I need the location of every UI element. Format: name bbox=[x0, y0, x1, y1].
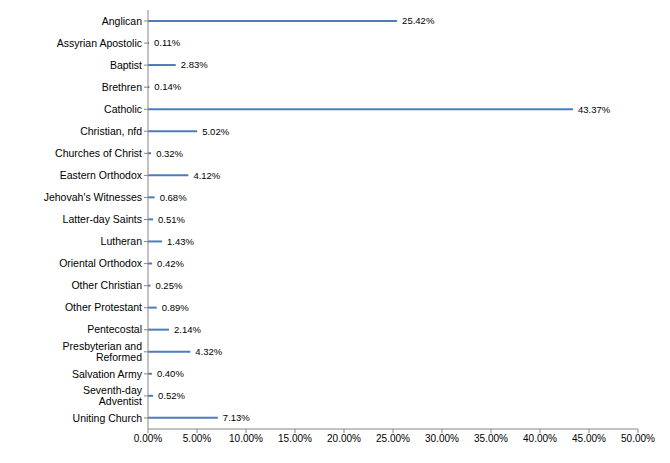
svg-text:40.00%: 40.00% bbox=[523, 433, 557, 444]
svg-text:Anglican: Anglican bbox=[102, 15, 142, 27]
svg-text:0.32%: 0.32% bbox=[156, 148, 183, 159]
svg-text:0.52%: 0.52% bbox=[158, 390, 185, 401]
svg-text:20.00%: 20.00% bbox=[327, 433, 361, 444]
svg-text:Oriental Orthodox: Oriental Orthodox bbox=[59, 257, 143, 269]
svg-text:5.02%: 5.02% bbox=[202, 126, 229, 137]
svg-text:Baptist: Baptist bbox=[110, 59, 142, 71]
svg-text:2.14%: 2.14% bbox=[174, 324, 201, 335]
svg-text:0.14%: 0.14% bbox=[154, 81, 181, 92]
svg-text:0.89%: 0.89% bbox=[162, 302, 189, 313]
svg-text:45.00%: 45.00% bbox=[572, 433, 606, 444]
svg-text:0.68%: 0.68% bbox=[160, 192, 187, 203]
svg-text:Seventh-dayAdventist: Seventh-dayAdventist bbox=[83, 384, 143, 407]
svg-text:7.13%: 7.13% bbox=[223, 412, 250, 423]
svg-text:5.00%: 5.00% bbox=[183, 433, 211, 444]
svg-text:Assyrian Apostolic: Assyrian Apostolic bbox=[57, 37, 142, 49]
svg-text:4.12%: 4.12% bbox=[193, 170, 220, 181]
svg-text:Other Christian: Other Christian bbox=[71, 279, 142, 291]
svg-text:25.42%: 25.42% bbox=[402, 15, 435, 26]
svg-text:30.00%: 30.00% bbox=[425, 433, 459, 444]
svg-text:50.00%: 50.00% bbox=[621, 433, 655, 444]
svg-text:Christian, nfd: Christian, nfd bbox=[80, 125, 142, 137]
svg-text:10.00%: 10.00% bbox=[229, 433, 263, 444]
svg-text:Presbyterian andReformed: Presbyterian andReformed bbox=[63, 340, 143, 363]
svg-text:Jehovah's Witnesses: Jehovah's Witnesses bbox=[44, 191, 142, 203]
svg-text:Brethren: Brethren bbox=[102, 81, 142, 93]
svg-text:25.00%: 25.00% bbox=[376, 433, 410, 444]
svg-text:0.42%: 0.42% bbox=[157, 258, 184, 269]
svg-text:Eastern Orthodox: Eastern Orthodox bbox=[60, 169, 143, 181]
svg-text:Catholic: Catholic bbox=[104, 103, 142, 115]
svg-text:4.32%: 4.32% bbox=[195, 346, 222, 357]
svg-text:Salvation Army: Salvation Army bbox=[72, 368, 143, 380]
svg-text:Churches of Christ: Churches of Christ bbox=[55, 147, 142, 159]
svg-text:Uniting Church: Uniting Church bbox=[73, 412, 143, 424]
svg-text:2.83%: 2.83% bbox=[181, 59, 208, 70]
svg-text:0.25%: 0.25% bbox=[155, 280, 182, 291]
svg-text:0.00%: 0.00% bbox=[134, 433, 162, 444]
svg-text:35.00%: 35.00% bbox=[474, 433, 508, 444]
svg-text:Other Protestant: Other Protestant bbox=[65, 301, 142, 313]
svg-text:Latter-day Saints: Latter-day Saints bbox=[63, 213, 142, 225]
svg-text:0.51%: 0.51% bbox=[158, 214, 185, 225]
svg-text:Pentecostal: Pentecostal bbox=[87, 323, 142, 335]
svg-text:0.40%: 0.40% bbox=[157, 368, 184, 379]
svg-text:Lutheran: Lutheran bbox=[101, 235, 143, 247]
svg-text:43.37%: 43.37% bbox=[578, 104, 611, 115]
svg-text:1.43%: 1.43% bbox=[167, 236, 194, 247]
svg-text:15.00%: 15.00% bbox=[278, 433, 312, 444]
svg-text:0.11%: 0.11% bbox=[154, 37, 181, 48]
